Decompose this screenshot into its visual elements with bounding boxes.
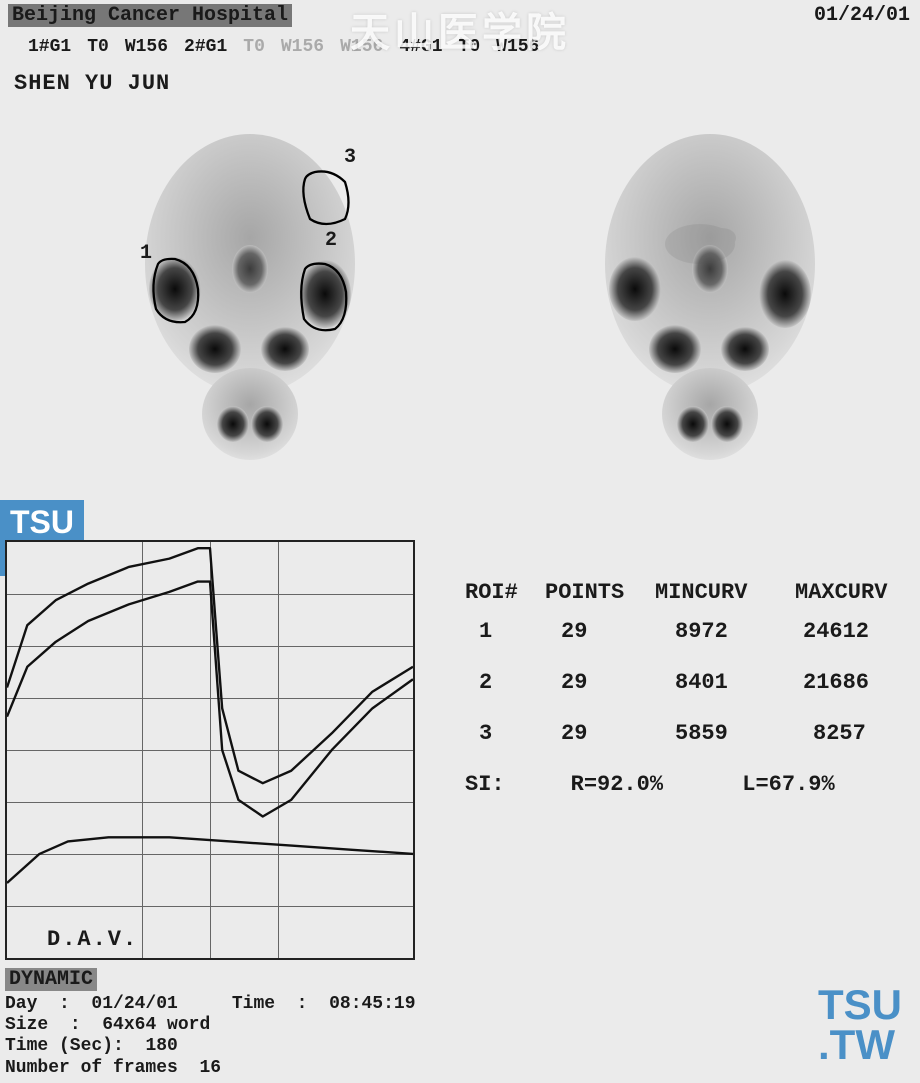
curves-svg (7, 542, 413, 958)
cell: 8401 (655, 670, 795, 695)
col-points: POINTS (545, 580, 655, 605)
si-r: R=92.0% (571, 772, 663, 797)
artifact-smudge (660, 214, 750, 274)
param-1t: T0 (87, 37, 109, 57)
cell: 29 (545, 670, 655, 695)
scan-area: 1 2 3 (0, 114, 920, 494)
col-maxcurv: MAXCURV (795, 580, 915, 605)
si-label: SI: (465, 772, 505, 797)
roi-label-2: 2 (325, 229, 337, 252)
time-activity-chart: D.A.V. (5, 540, 425, 1000)
param-2w: W156 (281, 37, 324, 57)
si-line: SI: R=92.0% L=67.9% (465, 772, 915, 797)
meta-frames: 16 (199, 1058, 221, 1078)
dynamic-label: DYNAMIC (5, 968, 97, 991)
cell: 8257 (795, 721, 915, 746)
cell: 3 (465, 721, 545, 746)
meta-size: 64x64 word (102, 1015, 210, 1035)
meta-frames-label: Number of frames (5, 1058, 178, 1078)
param-2t: T0 (243, 37, 265, 57)
watermark-logo-bottom: TSU .TW (818, 985, 902, 1065)
meta-timesec: 180 (145, 1036, 177, 1056)
cell: 24612 (795, 619, 915, 644)
meta-time-label: Time (232, 994, 275, 1014)
table-row: 1 29 8972 24612 (465, 619, 915, 644)
param-1g: 1#G1 (28, 37, 71, 57)
roi-data-table: ROI# POINTS MINCURV MAXCURV 1 29 8972 24… (465, 580, 915, 797)
acquisition-meta: Day : 01/24/01 Time : 08:45:19 Size : 64… (5, 994, 416, 1079)
watermark-text: 天山医学院 (350, 0, 570, 58)
meta-day: 01/24/01 (91, 994, 177, 1014)
col-roi: ROI# (465, 580, 545, 605)
scan-date: 01/24/01 (814, 4, 910, 27)
patient-name: SHEN YU JUN (0, 63, 920, 104)
tsu-line1: TSU (10, 506, 74, 538)
tsu-b-line1: TSU (818, 985, 902, 1025)
chart-box: D.A.V. (5, 540, 415, 960)
cell: 5859 (655, 721, 795, 746)
meta-day-label: Day (5, 994, 37, 1014)
cell: 29 (545, 619, 655, 644)
tsu-b-line2: .TW (818, 1021, 895, 1068)
cell: 8972 (655, 619, 795, 644)
param-1w: W156 (125, 37, 168, 57)
meta-time: 08:45:19 (329, 994, 415, 1014)
cell: 1 (465, 619, 545, 644)
roi-label-1: 1 (140, 242, 152, 265)
table-row: 3 29 5859 8257 (465, 721, 915, 746)
cell: 2 (465, 670, 545, 695)
table-row: 2 29 8401 21686 (465, 670, 915, 695)
chart-label: D.A.V. (47, 927, 138, 952)
scan-right (580, 124, 840, 464)
cell: 29 (545, 721, 655, 746)
param-2g: 2#G1 (184, 37, 227, 57)
meta-size-label: Size (5, 1015, 48, 1035)
hospital-name: Beijing Cancer Hospital (8, 4, 292, 27)
scan-left: 1 2 3 (120, 124, 380, 464)
cell: 21686 (795, 670, 915, 695)
si-l: L=67.9% (742, 772, 834, 797)
col-mincurv: MINCURV (655, 580, 795, 605)
meta-timesec-label: Time (Sec) (5, 1036, 113, 1056)
roi-label-3: 3 (344, 146, 356, 169)
